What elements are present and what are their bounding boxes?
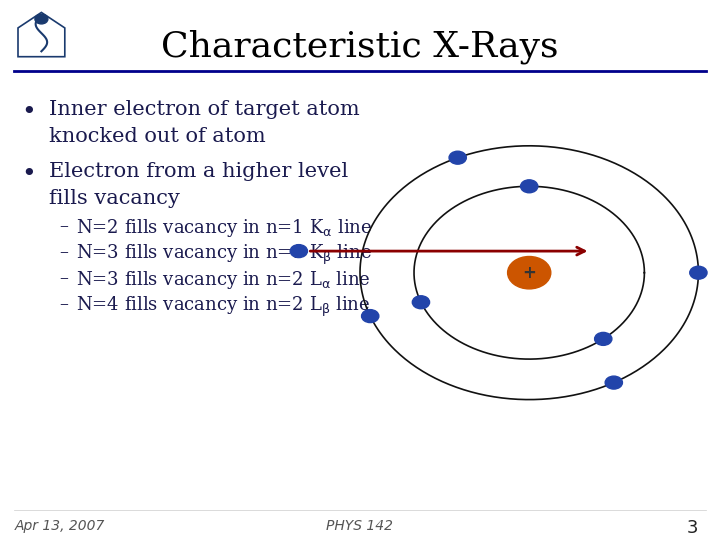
Circle shape bbox=[449, 151, 467, 164]
Text: +: + bbox=[522, 264, 536, 282]
Text: –: – bbox=[59, 295, 68, 313]
Circle shape bbox=[35, 14, 48, 24]
Text: 3: 3 bbox=[687, 519, 698, 537]
Text: N=2 fills vacancy in n=1 K$_{\rm \alpha}$ line: N=2 fills vacancy in n=1 K$_{\rm \alpha}… bbox=[76, 217, 372, 239]
Text: N=3 fills vacancy in n=1 K$_{\rm \beta}$ line: N=3 fills vacancy in n=1 K$_{\rm \beta}$… bbox=[76, 243, 372, 267]
Text: Apr 13, 2007: Apr 13, 2007 bbox=[14, 519, 105, 534]
Circle shape bbox=[413, 296, 430, 309]
Text: Inner electron of target atom: Inner electron of target atom bbox=[49, 100, 360, 119]
Text: PHYS 142: PHYS 142 bbox=[326, 519, 394, 534]
Circle shape bbox=[361, 309, 379, 322]
Circle shape bbox=[521, 180, 538, 193]
Circle shape bbox=[595, 333, 612, 346]
Text: Characteristic X-Rays: Characteristic X-Rays bbox=[161, 30, 559, 64]
Circle shape bbox=[508, 256, 551, 289]
Text: N=4 fills vacancy in n=2 L$_{\rm \beta}$ line: N=4 fills vacancy in n=2 L$_{\rm \beta}$… bbox=[76, 295, 370, 319]
Circle shape bbox=[606, 376, 623, 389]
Text: fills vacancy: fills vacancy bbox=[49, 189, 180, 208]
Circle shape bbox=[690, 266, 707, 279]
Text: Electron from a higher level: Electron from a higher level bbox=[49, 162, 348, 181]
Text: –: – bbox=[59, 243, 68, 261]
Text: •: • bbox=[22, 162, 36, 186]
Text: –: – bbox=[59, 217, 68, 235]
Text: •: • bbox=[22, 100, 36, 124]
Circle shape bbox=[290, 245, 307, 258]
Text: knocked out of atom: knocked out of atom bbox=[49, 127, 266, 146]
Text: N=3 fills vacancy in n=2 L$_{\rm \alpha}$ line: N=3 fills vacancy in n=2 L$_{\rm \alpha}… bbox=[76, 269, 370, 291]
Text: –: – bbox=[59, 269, 68, 287]
